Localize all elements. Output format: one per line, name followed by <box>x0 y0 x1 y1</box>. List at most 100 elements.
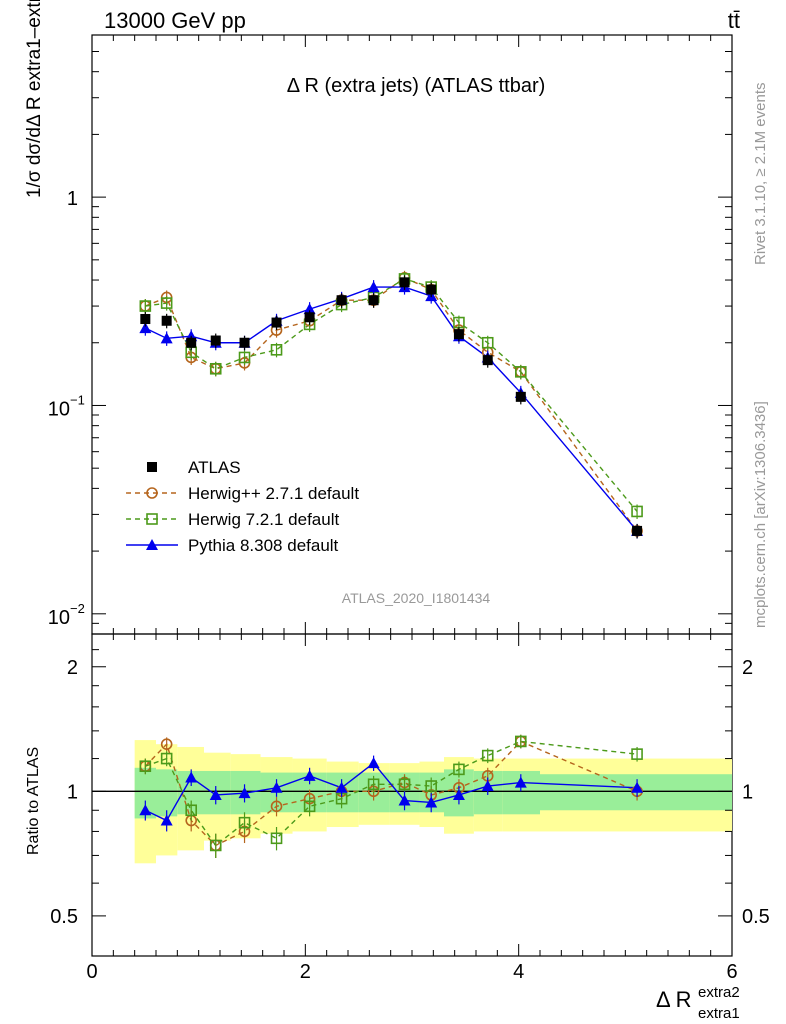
pythia-8-308-default-ratio-point <box>185 771 198 783</box>
pythia-8-308-default-ratio-point <box>631 781 644 793</box>
atlas-point <box>140 314 151 325</box>
atlas-point <box>210 335 221 346</box>
pythia-8-308-default-ratio-point <box>270 781 283 793</box>
inner-band <box>156 769 178 817</box>
herwig-2-7-1-default-ratio-point <box>270 800 283 813</box>
ratio-y-tick-label-right: 1 <box>742 781 753 803</box>
x-tick-label: 4 <box>513 961 524 983</box>
herwig-7-2-1-default-ratio-point <box>209 839 222 852</box>
rivet-label: Rivet 3.1.10, ≥ 2.1M events <box>752 83 769 266</box>
ratio-y-axis-label: Ratio to ATLAS <box>25 747 42 855</box>
pythia-8-308-default-ratio-point <box>452 788 465 800</box>
y-tick-label-exponent: −2 <box>70 601 85 616</box>
herwig-7-2-1-default-ratio-point <box>139 760 152 773</box>
axis-ticks <box>91 34 733 957</box>
legend-label-atlas: ATLAS <box>188 458 241 477</box>
atlas-point <box>399 277 410 288</box>
herwig-7-2-1-default-ratio-point <box>270 832 283 845</box>
energy-label: 13000 GeV pp <box>104 8 246 33</box>
herwig-7-2-1-default-point <box>160 297 173 309</box>
herwig-7-2-1-default-ratio-point <box>453 763 465 776</box>
ratio-y-tick-label: 1 <box>67 781 78 803</box>
atlas-point <box>632 525 643 536</box>
atlas-point <box>186 337 197 348</box>
herwig-7-2-1-default-ratio-point <box>514 735 527 748</box>
herwig-7-2-1-default-point <box>514 366 527 378</box>
pythia-8-308-default-ratio-point <box>139 804 152 816</box>
ratio-y-tick-label: 2 <box>67 657 78 679</box>
ratio-y-tick-label: 0.5 <box>50 906 78 928</box>
y-tick-label: 10 <box>48 398 70 420</box>
ratio-y-tick-label-right: 0.5 <box>742 906 770 928</box>
legend-marker-herwig-2-7-1-default <box>146 487 158 499</box>
pythia-8-308-default-point <box>160 332 173 344</box>
atlas-point <box>304 312 315 323</box>
legend-label-herwig-2-7-1-default: Herwig++ 2.7.1 default <box>188 484 359 503</box>
y-tick-label: 1 <box>67 188 78 210</box>
herwig-7-2-1-default-ratio-point <box>160 752 173 765</box>
herwig-7-2-1-default-ratio-point <box>481 749 494 762</box>
x-axis-label-subscript: extra1 <box>698 1005 740 1022</box>
legend-marker-herwig-7-2-1-default <box>146 513 158 525</box>
herwig-7-2-1-default-point <box>139 300 152 312</box>
pythia-8-308-default-ratio-point <box>367 757 380 769</box>
x-tick-label: 0 <box>86 961 97 983</box>
legend-label-pythia-8-308-default: Pythia 8.308 default <box>188 536 339 555</box>
herwig-2-7-1-default-ratio-point <box>160 738 173 750</box>
x-axis-label-superscript: extra2 <box>698 984 740 1001</box>
ratio-y-tick-label-right: 2 <box>742 657 753 679</box>
herwig-7-2-1-default-ratio-point <box>238 816 251 829</box>
pythia-8-308-default-point <box>367 281 380 293</box>
analysis-label: ATLAS_2020_I1801434 <box>342 590 491 606</box>
atlas-point <box>161 315 172 326</box>
atlas-point <box>336 295 347 306</box>
herwig-7-2-1-default-ratio-point <box>185 804 197 817</box>
herwig-7-2-1-default-ratio-point <box>367 778 380 791</box>
pythia-8-308-default-ratio-point <box>514 776 527 788</box>
pythia-8-308-default-ratio-point <box>335 781 348 793</box>
pythia-8-308-default-ratio-point <box>398 794 411 806</box>
pythia-8-308-default-ratio-point <box>481 780 494 792</box>
atlas-point <box>368 295 379 306</box>
y-tick-label: 10 <box>48 607 70 629</box>
x-tick-label: 6 <box>726 961 737 983</box>
herwig-7-2-1-default-point <box>209 362 222 375</box>
atlas-point <box>515 391 526 402</box>
herwig-7-2-1-default-line <box>145 278 638 512</box>
x-axis-label: Δ R <box>656 987 691 1012</box>
legend-marker-pythia-8-308-default <box>146 539 158 550</box>
site-label: mcplots.cern.ch [arXiv:1306.3436] <box>752 401 769 628</box>
chart-title: Δ R (extra jets) (ATLAS ttbar) <box>287 75 546 97</box>
y-tick-label-exponent: −1 <box>70 392 85 407</box>
pythia-8-308-default-ratio-point <box>238 787 251 799</box>
herwig-7-2-1-default-point <box>481 336 494 349</box>
atlas-point <box>426 284 437 295</box>
pythia-8-308-default-ratio-point <box>425 796 438 808</box>
inner-band <box>134 767 156 819</box>
pythia-8-308-default-ratio-point <box>160 814 173 826</box>
legend: ATLAS Herwig++ 2.7.1 default Herwig 7.2.1 … <box>126 458 359 555</box>
pythia-8-308-default-ratio-point <box>209 788 222 800</box>
pythia-8-308-default-ratio-point <box>303 769 316 781</box>
atlas-point <box>453 329 464 340</box>
herwig-7-2-1-default-ratio-point <box>631 748 643 760</box>
x-tick-label: 2 <box>300 961 311 983</box>
pythia-8-308-default-point <box>139 322 152 334</box>
herwig-7-2-1-default-ratio-point <box>425 780 438 792</box>
series-markers <box>139 270 644 859</box>
herwig-7-2-1-default-ratio-point <box>398 778 411 791</box>
legend-marker-atlas <box>147 462 157 472</box>
atlas-point <box>482 355 493 366</box>
atlas-point <box>239 337 250 348</box>
herwig-7-2-1-default-point <box>238 351 251 364</box>
herwig-7-2-1-default-ratio-point <box>303 800 316 813</box>
pythia-8-308-default-point <box>303 303 316 315</box>
herwig-7-2-1-default-point <box>631 505 643 518</box>
atlas-point <box>271 317 282 328</box>
herwig-7-2-1-default-point <box>270 344 283 356</box>
y-axis-label: 1/σ dσ/dΔ R extra1–extra2 <box>24 0 45 198</box>
legend-label-herwig-7-2-1-default: Herwig 7.2.1 default <box>188 510 339 529</box>
process-label: tt̄ <box>728 8 740 33</box>
